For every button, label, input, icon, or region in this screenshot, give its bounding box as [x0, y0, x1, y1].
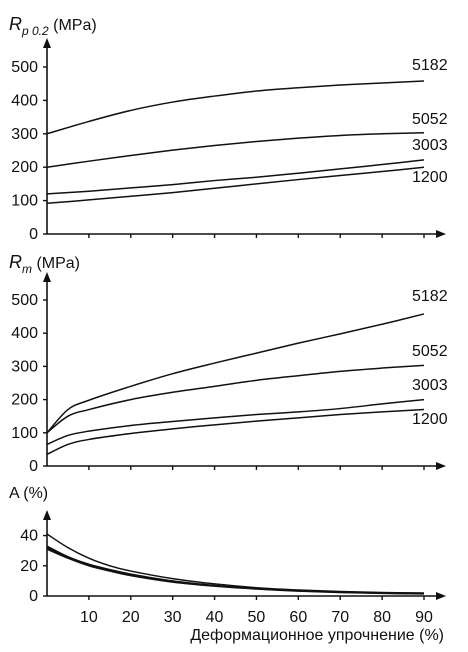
y-tick-label: 300	[11, 358, 38, 375]
x-tick-label: 20	[122, 609, 140, 626]
series-label-5182: 5182	[412, 57, 448, 74]
y-axis-arrow	[43, 38, 51, 48]
x-tick-label: 90	[415, 609, 433, 626]
y-axis-arrow	[43, 510, 51, 520]
y-tick-label: 0	[29, 588, 38, 605]
series-line-3003	[46, 546, 425, 595]
panel-2: 0 100 200 300 400 500 Rm (MPa) 5182 5052 3003 1200	[9, 252, 448, 475]
series-line-5182	[46, 313, 425, 434]
y-tick-label: 400	[11, 325, 38, 342]
x-tick-label: 70	[331, 609, 349, 626]
x-axis-arrow	[436, 230, 446, 238]
series-line-1200	[46, 408, 425, 456]
series-line-3003	[46, 398, 425, 446]
y-tick-label: 300	[11, 126, 38, 143]
x-tick-label: 10	[80, 609, 98, 626]
x-tick-label: 40	[206, 609, 224, 626]
series-line-3003	[46, 159, 425, 195]
y-tick-label: 40	[20, 528, 38, 545]
series-label-5052: 5052	[412, 111, 448, 128]
series-line-5052	[46, 132, 425, 168]
series-label-3003: 3003	[412, 377, 448, 394]
panel-3: 0 20 40 10 20 30 40 50 60 70 80 90 A (%) Деформационн…	[9, 485, 446, 644]
y-tick-label: 100	[11, 425, 38, 442]
y-axis-title: A (%)	[9, 485, 48, 502]
x-tick-label: 30	[164, 609, 182, 626]
x-axis-title: Деформационное упрочнение (%)	[190, 627, 444, 644]
series-line-5052	[46, 364, 425, 434]
series-line-5182	[46, 533, 425, 594]
y-axis-arrow	[43, 272, 51, 282]
x-axis-arrow	[436, 462, 446, 470]
series-label-1200: 1200	[412, 411, 448, 428]
series-line-1200	[46, 166, 425, 205]
y-axis-title: Rp 0.2 (MPa)	[9, 14, 97, 38]
y-axis-title: Rm (MPa)	[9, 252, 80, 276]
series-line-1200	[46, 548, 425, 595]
x-tick-label: 50	[248, 609, 266, 626]
y-tick-label: 20	[20, 558, 38, 575]
y-tick-label: 500	[11, 292, 38, 309]
y-tick-label: 0	[29, 458, 38, 475]
y-tick-label: 400	[11, 92, 38, 109]
y-tick-label: 100	[11, 193, 38, 210]
series-label-5182: 5182	[412, 288, 448, 305]
y-tick-label: 0	[29, 226, 38, 243]
x-tick-label: 80	[373, 609, 391, 626]
y-tick-label: 200	[11, 392, 38, 409]
series-label-5052: 5052	[412, 343, 448, 360]
panel-1: 0 100 200 300 400 500 Rp 0.2 (MPa) 5182 5052 3003…	[9, 14, 448, 243]
x-axis-arrow	[436, 592, 446, 600]
series-label-1200: 1200	[412, 169, 448, 186]
x-tick-label: 60	[289, 609, 307, 626]
series-line-5182	[46, 80, 425, 135]
series-label-3003: 3003	[412, 137, 448, 154]
y-tick-label: 500	[11, 59, 38, 76]
y-tick-label: 200	[11, 159, 38, 176]
